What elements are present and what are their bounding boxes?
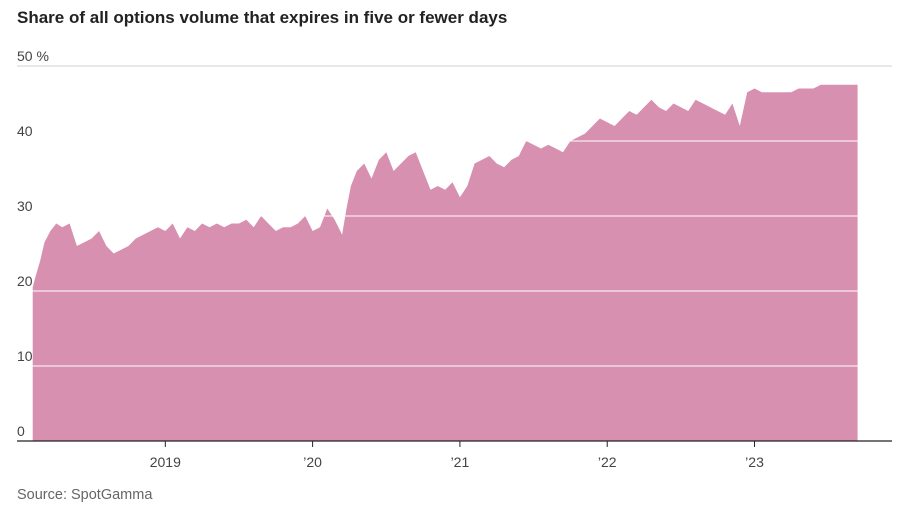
x-tick-label: ’22 [598,454,617,470]
x-tick-label: ’23 [745,454,764,470]
y-tick-label: 40 [17,123,33,139]
y-tick-label: 20 [17,273,33,289]
series-area [32,84,858,442]
x-tick-label: ’21 [451,454,470,470]
x-tick-label: 2019 [150,454,181,470]
chart-title: Share of all options volume that expires… [17,8,508,27]
y-tick-label: 50 % [17,48,49,64]
x-tick-label: ’20 [303,454,322,470]
y-tick-label: 0 [17,423,25,439]
source-note: Source: SpotGamma [17,487,153,503]
y-tick-label: 30 [17,198,33,214]
y-tick-label: 10 [17,348,33,364]
